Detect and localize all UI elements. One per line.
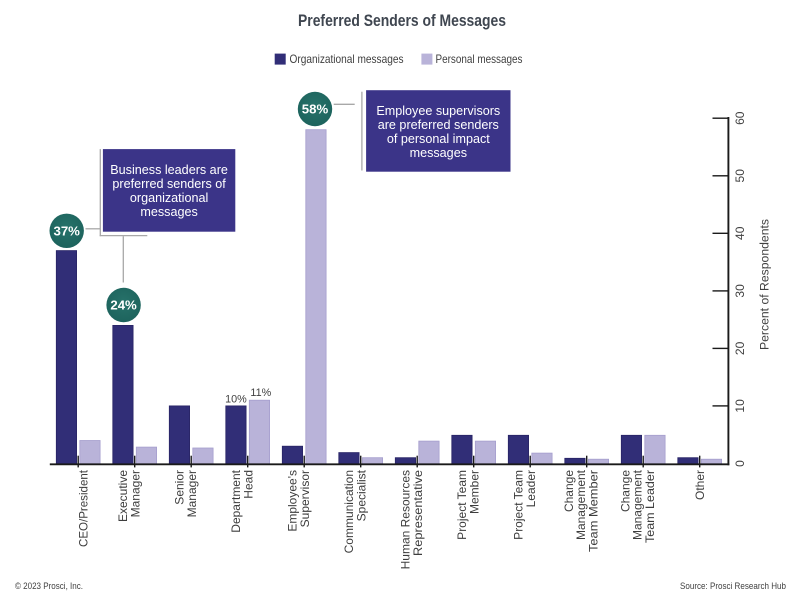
svg-text:CEO/President: CEO/President	[77, 469, 91, 547]
svg-text:Specialist: Specialist	[355, 469, 369, 521]
svg-text:Project Team: Project Team	[512, 470, 526, 540]
svg-text:Human Resources: Human Resources	[399, 470, 413, 569]
svg-text:20: 20	[733, 341, 747, 355]
svg-text:60: 60	[733, 111, 747, 125]
svg-text:Change: Change	[562, 470, 576, 512]
svg-text:Head: Head	[242, 470, 256, 499]
svg-text:Percent of Respondents: Percent of Respondents	[760, 219, 772, 350]
svg-text:Manager: Manager	[129, 470, 143, 517]
svg-text:Preferred Senders of Messages: Preferred Senders of Messages	[298, 11, 506, 30]
svg-text:preferred senders of: preferred senders of	[112, 177, 226, 191]
svg-text:30: 30	[733, 284, 747, 298]
svg-text:Supervisor: Supervisor	[298, 470, 312, 527]
svg-text:messages: messages	[410, 146, 467, 160]
svg-text:Personal messages: Personal messages	[436, 53, 523, 66]
svg-text:58%: 58%	[302, 102, 329, 117]
svg-text:Management: Management	[631, 469, 645, 540]
svg-text:Executive: Executive	[116, 470, 130, 522]
svg-text:50: 50	[733, 169, 747, 183]
svg-text:Source: Prosci Research Hub: Source: Prosci Research Hub	[680, 581, 786, 591]
svg-text:Team Member: Team Member	[587, 470, 601, 552]
svg-text:0: 0	[733, 460, 747, 467]
svg-text:Other: Other	[693, 470, 707, 500]
svg-text:Member: Member	[468, 470, 482, 514]
svg-text:organizational: organizational	[130, 191, 208, 205]
svg-text:10: 10	[733, 399, 747, 413]
svg-text:messages: messages	[140, 205, 197, 219]
svg-text:Employee supervisors: Employee supervisors	[376, 104, 500, 118]
svg-text:Change: Change	[618, 470, 632, 512]
svg-text:37%: 37%	[53, 223, 80, 238]
svg-text:11%: 11%	[250, 387, 271, 399]
svg-text:are preferred senders: are preferred senders	[378, 118, 499, 132]
svg-text:of personal impact: of personal impact	[387, 132, 490, 146]
svg-text:Project Team: Project Team	[455, 470, 469, 540]
svg-text:Communication: Communication	[342, 470, 356, 553]
svg-text:Employee's: Employee's	[286, 470, 300, 532]
svg-text:Organizational messages: Organizational messages	[290, 53, 404, 66]
svg-text:24%: 24%	[110, 298, 137, 313]
svg-text:Senior: Senior	[173, 470, 187, 505]
svg-text:Team Leader: Team Leader	[643, 470, 657, 543]
svg-text:Manager: Manager	[185, 470, 199, 517]
svg-text:Management: Management	[574, 469, 588, 540]
svg-text:Leader: Leader	[524, 470, 538, 507]
svg-text:10%: 10%	[225, 393, 247, 405]
svg-text:40: 40	[733, 226, 747, 240]
svg-text:© 2023 Prosci, Inc.: © 2023 Prosci, Inc.	[15, 581, 83, 591]
svg-text:Business leaders are: Business leaders are	[110, 163, 228, 177]
svg-text:Department: Department	[229, 469, 243, 532]
svg-text:Representative: Representative	[411, 470, 425, 556]
